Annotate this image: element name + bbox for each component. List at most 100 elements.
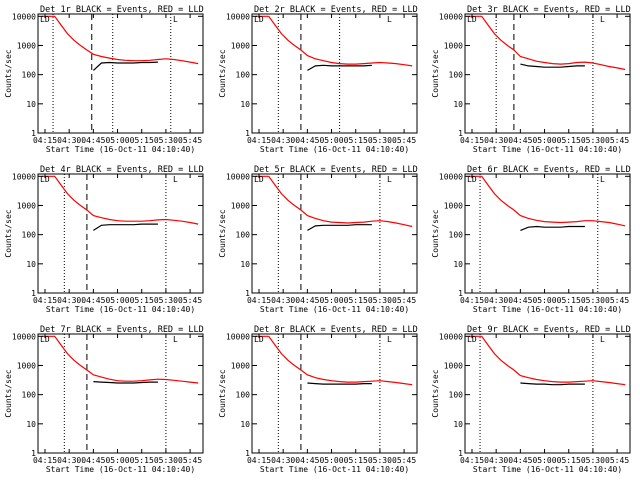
- x-tick-label: 04:15: [247, 136, 271, 145]
- x-axis-label: Start Time (16-Oct-11 04:10:40): [46, 145, 195, 154]
- x-tick-label: 05:00: [105, 456, 129, 465]
- x-tick-label: 05:00: [532, 136, 556, 145]
- corner-label: L: [600, 175, 605, 184]
- y-tick-label: 1: [458, 449, 463, 458]
- y-tick-label: 1: [31, 449, 36, 458]
- plot-frame: [37, 13, 204, 134]
- y-tick-label: 100: [236, 391, 251, 400]
- y-tick-label: 10: [26, 100, 36, 109]
- y-tick-label: 1: [245, 129, 250, 138]
- lld-series-line: [255, 335, 413, 386]
- plot-frame: [251, 173, 418, 294]
- x-tick-label: 05:15: [557, 136, 581, 145]
- x-tick-label: 05:30: [154, 296, 178, 305]
- y-tick-label: 1000: [17, 41, 36, 50]
- x-tick-label: 05:30: [581, 456, 605, 465]
- lld-series-line: [468, 335, 626, 386]
- x-tick-label: 04:45: [81, 296, 105, 305]
- y-tick-label: 10: [240, 100, 250, 109]
- y-tick-label: 1000: [231, 361, 250, 370]
- panel-title: Det 5r BLACK = Events, RED = LLD: [254, 165, 418, 175]
- y-tick-label: 1000: [231, 41, 250, 50]
- corner-label: LD: [254, 335, 264, 344]
- corner-label: L: [600, 15, 605, 24]
- y-axis-label: Counts/sec: [218, 369, 227, 417]
- y-tick-label: 10: [240, 260, 250, 269]
- lld-series-line: [41, 15, 199, 65]
- y-tick-label: 1000: [231, 201, 250, 210]
- corner-label: LD: [40, 175, 50, 184]
- y-tick-label: 1: [458, 289, 463, 298]
- y-tick-label: 10000: [439, 12, 463, 21]
- corner-label: LD: [40, 15, 50, 24]
- x-tick-label: 05:00: [532, 456, 556, 465]
- y-tick-label: 10: [453, 260, 463, 269]
- x-tick-label: 04:30: [271, 296, 295, 305]
- x-tick-label: 05:45: [392, 136, 416, 145]
- x-axis-label: Start Time (16-Oct-11 04:10:40): [260, 465, 409, 474]
- x-tick-label: 04:30: [57, 456, 81, 465]
- y-axis-label: Counts/sec: [431, 369, 440, 417]
- x-tick-label: 04:30: [484, 136, 508, 145]
- y-tick-label: 10: [453, 100, 463, 109]
- y-tick-label: 10: [240, 420, 250, 429]
- y-tick-label: 100: [22, 391, 37, 400]
- x-tick-label: 04:15: [33, 296, 57, 305]
- x-axis-label: Start Time (16-Oct-11 04:10:40): [46, 305, 195, 314]
- y-tick-label: 100: [22, 231, 37, 240]
- y-axis-label: Counts/sec: [4, 369, 13, 417]
- y-axis-label: Counts/sec: [431, 209, 440, 257]
- x-tick-label: 04:30: [57, 296, 81, 305]
- corner-label: LD: [467, 335, 477, 344]
- y-axis-label: Counts/sec: [218, 49, 227, 97]
- x-tick-label: 04:45: [295, 456, 319, 465]
- lld-series-line: [41, 335, 199, 384]
- corner-label: L: [387, 15, 392, 24]
- x-tick-label: 04:15: [460, 296, 484, 305]
- lld-series-line: [41, 175, 199, 225]
- x-tick-label: 04:15: [247, 296, 271, 305]
- y-tick-label: 10: [26, 420, 36, 429]
- corner-label: LD: [40, 335, 50, 344]
- y-tick-label: 10000: [226, 332, 250, 341]
- x-tick-label: 04:45: [295, 136, 319, 145]
- lld-series-line: [255, 15, 413, 67]
- lld-series-line: [468, 15, 626, 71]
- x-tick-label: 04:45: [508, 456, 532, 465]
- x-tick-label: 05:45: [178, 136, 202, 145]
- x-tick-label: 05:15: [557, 296, 581, 305]
- x-tick-label: 05:45: [178, 296, 202, 305]
- plot-frame: [251, 333, 418, 454]
- y-tick-label: 1: [245, 449, 250, 458]
- y-tick-label: 1: [31, 129, 36, 138]
- y-tick-label: 10000: [12, 172, 36, 181]
- y-tick-label: 10000: [12, 12, 36, 21]
- corner-label: LD: [467, 15, 477, 24]
- y-tick-label: 10: [453, 420, 463, 429]
- x-axis-label: Start Time (16-Oct-11 04:10:40): [260, 145, 409, 154]
- events-series-line: [307, 382, 372, 385]
- x-tick-label: 04:30: [484, 296, 508, 305]
- y-tick-label: 100: [449, 391, 464, 400]
- panel-title: Det 9r BLACK = Events, RED = LLD: [467, 325, 631, 335]
- events-series-line: [92, 61, 158, 71]
- y-axis-label: Counts/sec: [218, 209, 227, 257]
- corner-label: L: [173, 175, 178, 184]
- lld-series-line: [468, 175, 626, 227]
- y-tick-label: 10000: [439, 172, 463, 181]
- panel-title: Det 7r BLACK = Events, RED = LLD: [40, 325, 204, 335]
- panel-title: Det 3r BLACK = Events, RED = LLD: [467, 5, 631, 15]
- y-tick-label: 1000: [444, 41, 463, 50]
- plot-frame: [464, 13, 631, 134]
- plot-frame: [37, 333, 204, 454]
- events-series-line: [520, 225, 585, 231]
- x-tick-label: 05:00: [105, 136, 129, 145]
- plot-frame: [464, 333, 631, 454]
- events-series-line: [93, 223, 158, 231]
